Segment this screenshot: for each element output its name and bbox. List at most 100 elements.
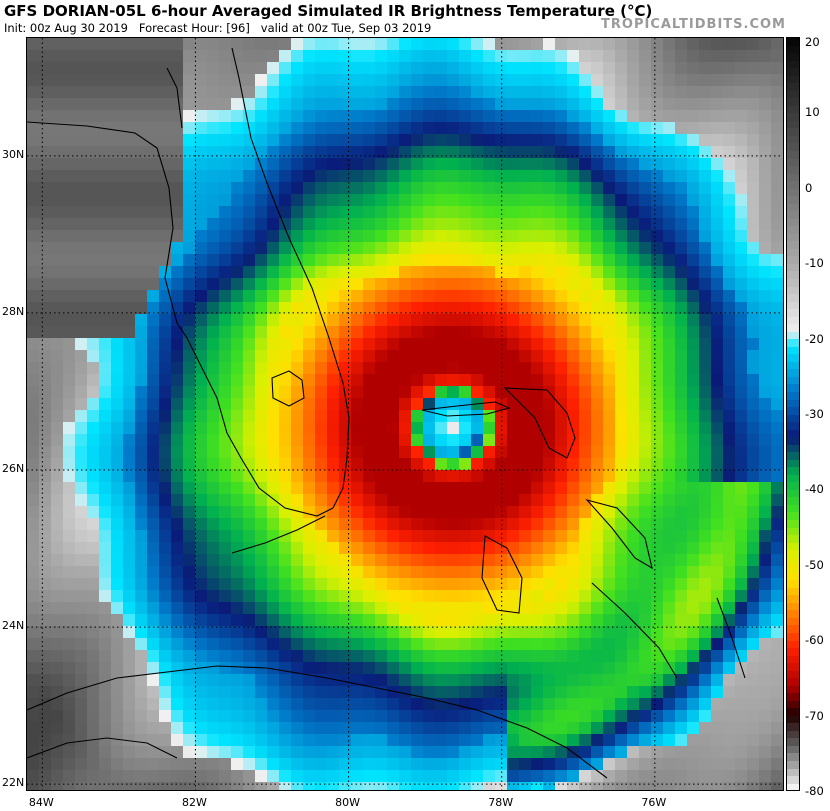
colorbar-segment: [787, 188, 799, 197]
lake-okeechobee: [271, 370, 305, 407]
florida-keys: [231, 515, 326, 554]
colorbar-segment: [787, 783, 799, 790]
state-border: [166, 67, 183, 129]
colorbar-segment: [787, 730, 799, 739]
colorbar-segment: [787, 226, 799, 234]
colorbar-segment: [787, 83, 799, 91]
colorbar-segment: [787, 346, 799, 355]
colorbar-segment: [787, 708, 799, 716]
colorbar-segment: [787, 339, 799, 347]
colorbar-segment: [787, 218, 799, 227]
colorbar-label: -30: [805, 407, 824, 421]
colorbar-segment: [787, 580, 799, 588]
longitude-label: 80W: [335, 796, 360, 809]
colorbar-segment: [787, 745, 799, 754]
colorbar-segment: [787, 286, 799, 295]
colorbar-segment: [787, 271, 799, 279]
map-panel: [26, 37, 784, 791]
colorbar-segment: [787, 263, 799, 272]
colorbar-segment: [787, 437, 799, 445]
colorbar-segment: [787, 354, 799, 362]
colorbar-segment: [787, 143, 799, 151]
colorbar-segment: [787, 150, 799, 159]
colorbar-segment: [787, 482, 799, 490]
colorbar-segment: [787, 617, 799, 626]
abaco-island: [503, 387, 576, 459]
colorbar-segment: [787, 429, 799, 438]
colorbar-segment: [787, 467, 799, 475]
colorbar-segment: [787, 535, 799, 543]
florida-gulf-coast: [27, 121, 334, 517]
colorbar-label: 20: [805, 35, 820, 49]
colorbar-segment: [787, 309, 799, 317]
colorbar-segment: [787, 542, 799, 551]
colorbar-segment: [787, 723, 799, 731]
colorbar-segment: [787, 504, 799, 513]
colorbar-segment: [787, 693, 799, 701]
subtitle: Init: 00z Aug 30 2019 Forecast Hour: [96…: [4, 21, 431, 35]
colorbar-segment: [787, 512, 799, 520]
colorbar-segment: [787, 414, 799, 423]
latitude-label: 30N: [2, 147, 25, 161]
colorbar-segment: [787, 241, 799, 249]
colorbar-segment: [787, 361, 799, 370]
colorbar-segment: [787, 158, 799, 167]
colorbar-segment: [787, 761, 799, 769]
colorbar-segment: [787, 120, 799, 129]
colorbar-segment: [787, 520, 799, 528]
colorbar-segment: [787, 135, 799, 144]
brightness-temperature-field: [27, 38, 783, 790]
colorbar-segment: [787, 211, 799, 219]
colorbar-segment: [787, 715, 799, 724]
colorbar-segment: [787, 38, 799, 46]
colorbar-segment: [787, 90, 799, 99]
colorbar-segment: [787, 655, 799, 664]
exuma-cays: [591, 582, 678, 679]
colorbar-segment: [787, 663, 799, 671]
long-island: [716, 597, 746, 679]
colorbar-segment: [787, 53, 799, 61]
latitude-label: 28N: [2, 304, 25, 318]
colorbar-segment: [787, 632, 799, 641]
colorbar-segment: [787, 173, 799, 182]
colorbar-segment: [787, 738, 799, 746]
grand-bahama: [421, 401, 511, 417]
colorbar-label: -40: [805, 482, 824, 497]
valid-time: valid at 00z Tue, Sep 03 2019: [260, 21, 432, 35]
colorbar: [786, 37, 800, 791]
colorbar-segment: [787, 489, 799, 498]
colorbar-label: -70: [805, 708, 824, 723]
colorbar-segment: [787, 625, 799, 633]
colorbar-segment: [787, 550, 799, 558]
colorbar-segment: [787, 75, 799, 84]
colorbar-segment: [787, 459, 799, 468]
andros-island: [481, 535, 523, 614]
colorbar-segment: [787, 497, 799, 505]
colorbar-segment: [787, 640, 799, 649]
colorbar-segment: [787, 444, 799, 453]
colorbar-segment: [787, 557, 799, 566]
colorbar-segment: [787, 294, 799, 302]
map-title: GFS DORIAN-05L 6-hour Averaged Simulated…: [4, 2, 653, 20]
latitude-label: 22N: [2, 776, 25, 790]
colorbar-segment: [787, 256, 799, 264]
colorbar-segment: [787, 572, 799, 581]
latitude-label: 26N: [2, 461, 25, 475]
colorbar-segment: [787, 128, 799, 136]
longitude-label: 78W: [488, 796, 514, 809]
colorbar-segment: [787, 233, 799, 242]
colorbar-segment: [787, 768, 799, 777]
coastlines: [27, 47, 746, 779]
colorbar-segment: [787, 422, 799, 430]
colorbar-label: -10: [805, 256, 824, 271]
colorbar-segment: [787, 60, 799, 69]
colorbar-segment: [787, 776, 799, 784]
colorbar-label: 0: [805, 180, 813, 195]
colorbar-segment: [787, 301, 799, 310]
colorbar-segment: [787, 45, 799, 54]
colorbar-segment: [787, 452, 799, 460]
colorbar-segment: [787, 407, 799, 415]
colorbar-segment: [787, 565, 799, 573]
colorbar-segment: [787, 248, 799, 257]
colorbar-segment: [787, 105, 799, 114]
